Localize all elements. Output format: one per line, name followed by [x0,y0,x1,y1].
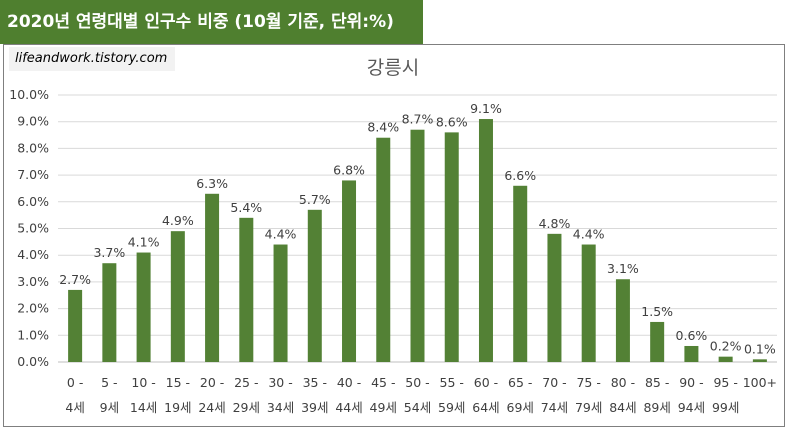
data-label: 6.8% [333,162,365,177]
bar [102,263,117,362]
y-tick-label: 0.0% [17,354,49,369]
x-tick-label: 9세 [100,400,119,415]
x-tick-label: 34세 [267,400,294,415]
x-tick-label: 70 - [542,375,566,390]
data-label: 0.2% [710,339,742,354]
bar [205,193,220,362]
bar [684,345,699,362]
x-tick-label: 100+ [743,375,777,390]
data-label: 9.1% [470,101,502,116]
y-tick-label: 5.0% [17,221,49,236]
data-label: 8.4% [367,120,399,135]
x-tick-label: 45 - [371,375,395,390]
y-tick-label: 10.0% [9,87,49,102]
data-label: 8.6% [436,114,468,129]
data-label: 4.4% [265,227,297,242]
page-title: 2020년 연령대별 인구수 비중 (10월 기준, 단위:%) [0,0,423,44]
x-tick-label: 29세 [233,400,260,415]
watermark: lifeandwork.tistory.com [9,47,175,71]
x-tick-label: 14세 [130,400,157,415]
data-label: 4.4% [573,227,605,242]
x-tick-label: 65 - [508,375,532,390]
y-tick-label: 7.0% [17,167,49,182]
y-tick-label: 3.0% [17,274,49,289]
y-tick-label: 2.0% [17,301,49,316]
x-tick-label: 15 - [166,375,190,390]
x-tick-label: 0 - [67,375,83,390]
y-tick-label: 8.0% [17,140,49,155]
x-tick-label: 89세 [643,400,670,415]
data-label: 4.9% [162,213,194,228]
bar [273,244,288,362]
x-tick-label: 90 - [679,375,703,390]
x-tick-label: 55 - [440,375,464,390]
data-label: 5.7% [299,192,331,207]
bar [239,217,254,362]
x-tick-label: 10 - [131,375,155,390]
bar [478,119,493,362]
data-label: 0.1% [744,341,776,356]
bar [444,132,459,362]
bar [718,356,733,362]
x-tick-label: 39세 [301,400,328,415]
data-label: 5.4% [230,200,262,215]
bar [307,209,322,362]
chart-frame [3,44,785,427]
x-tick-label: 74세 [541,400,568,415]
data-label: 3.1% [607,261,639,276]
x-tick-label: 25 - [234,375,258,390]
x-tick-label: 69세 [507,400,534,415]
bar [342,180,357,362]
x-tick-label: 59세 [438,400,465,415]
y-tick-label: 4.0% [17,247,49,262]
x-tick-label: 19세 [164,400,191,415]
x-tick-label: 95 - [713,375,737,390]
x-tick-label: 54세 [404,400,431,415]
x-tick-label: 80 - [611,375,635,390]
bar [752,359,767,362]
data-label: 4.8% [539,216,571,231]
data-label: 1.5% [641,304,673,319]
x-tick-label: 30 - [268,375,292,390]
x-tick-label: 24세 [198,400,225,415]
data-label: 2.7% [59,272,91,287]
bar [650,321,665,362]
x-tick-label: 44세 [335,400,362,415]
x-tick-label: 79세 [575,400,602,415]
x-tick-label: 94세 [678,400,705,415]
bar [410,129,425,362]
data-label: 4.1% [128,235,160,250]
bar [170,231,185,362]
x-tick-label: 5 - [101,375,117,390]
x-tick-label: 35 - [303,375,327,390]
x-tick-label: 49세 [370,400,397,415]
data-label: 3.7% [93,245,125,260]
bar [615,279,630,362]
y-tick-label: 6.0% [17,194,49,209]
y-tick-label: 1.0% [17,327,49,342]
x-tick-label: 4세 [65,400,84,415]
x-tick-label: 50 - [405,375,429,390]
x-tick-label: 64세 [472,400,499,415]
bar [136,252,151,362]
x-tick-label: 40 - [337,375,361,390]
x-tick-label: 85 - [645,375,669,390]
x-tick-label: 75 - [576,375,600,390]
data-label: 6.3% [196,176,228,191]
x-tick-label: 84세 [609,400,636,415]
bar [547,233,562,362]
data-label: 6.6% [504,168,536,183]
y-tick-label: 9.0% [17,114,49,129]
data-label: 8.7% [402,112,434,127]
x-tick-label: 20 - [200,375,224,390]
bar [513,185,528,362]
data-label: 0.6% [676,328,708,343]
bar [376,137,391,362]
x-tick-label: 99세 [712,400,739,415]
x-tick-label: 60 - [474,375,498,390]
bar [581,244,596,362]
bar [68,289,83,362]
chart-title: 강릉시 [367,57,419,79]
